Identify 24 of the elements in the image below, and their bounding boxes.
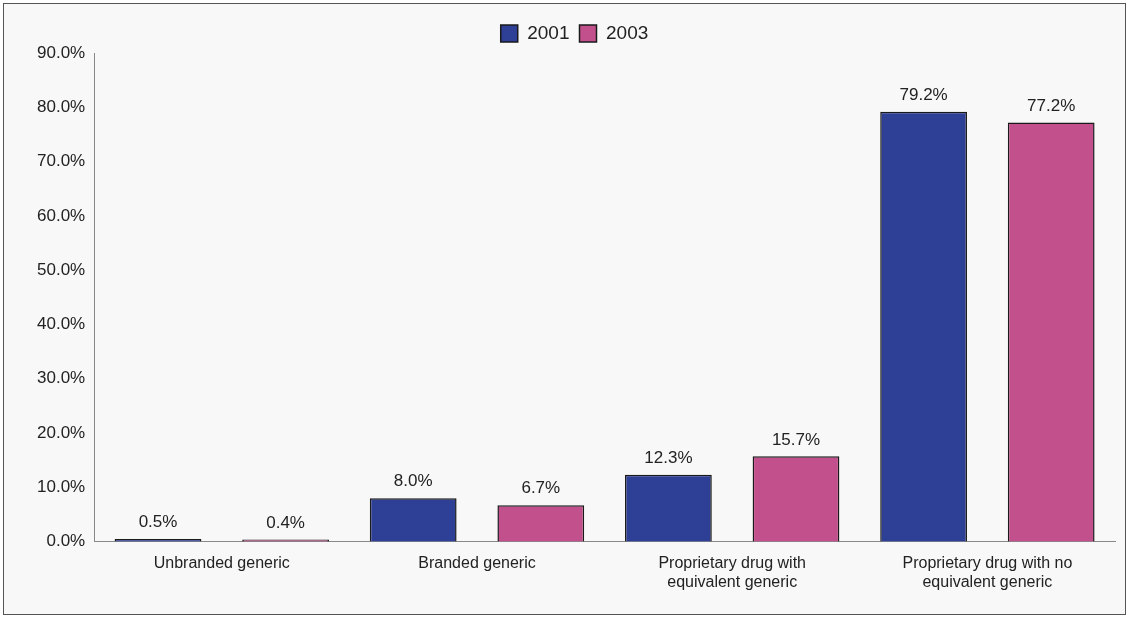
y-tick-label: 80.0% bbox=[37, 96, 86, 116]
y-tick-label: 10.0% bbox=[37, 477, 86, 496]
data-label: 79.2% bbox=[899, 84, 948, 104]
y-tick-label: 70.0% bbox=[37, 151, 86, 171]
y-tick-label: 60.0% bbox=[37, 205, 86, 225]
x-tick-label: Proprietary drug with no equivalent generic bbox=[902, 553, 1073, 590]
y-tick-label: 90.0% bbox=[37, 42, 86, 62]
legend-label: 2001 bbox=[527, 21, 570, 43]
data-label: 8.0% bbox=[393, 471, 433, 491]
x-tick-label: Proprietary drug with equivalent generic bbox=[658, 553, 807, 590]
data-label: 77.2% bbox=[1027, 95, 1076, 115]
y-tick-label: 40.0% bbox=[37, 314, 86, 334]
y-tick-label: 0.0% bbox=[46, 531, 86, 551]
legend-label: 2003 bbox=[606, 21, 649, 43]
y-tick-label: 50.0% bbox=[37, 259, 86, 279]
x-tick-label: Branded generic bbox=[418, 553, 536, 571]
y-tick-label: 20.0% bbox=[37, 422, 86, 442]
data-label: 0.5% bbox=[138, 512, 178, 532]
data-label: 6.7% bbox=[521, 478, 561, 498]
data-label: 0.4% bbox=[266, 512, 305, 532]
y-tick-label: 30.0% bbox=[37, 368, 86, 388]
data-label: 15.7% bbox=[771, 429, 821, 449]
x-tick-label: Unbranded generic bbox=[153, 553, 290, 571]
data-label: 12.3% bbox=[644, 448, 693, 468]
